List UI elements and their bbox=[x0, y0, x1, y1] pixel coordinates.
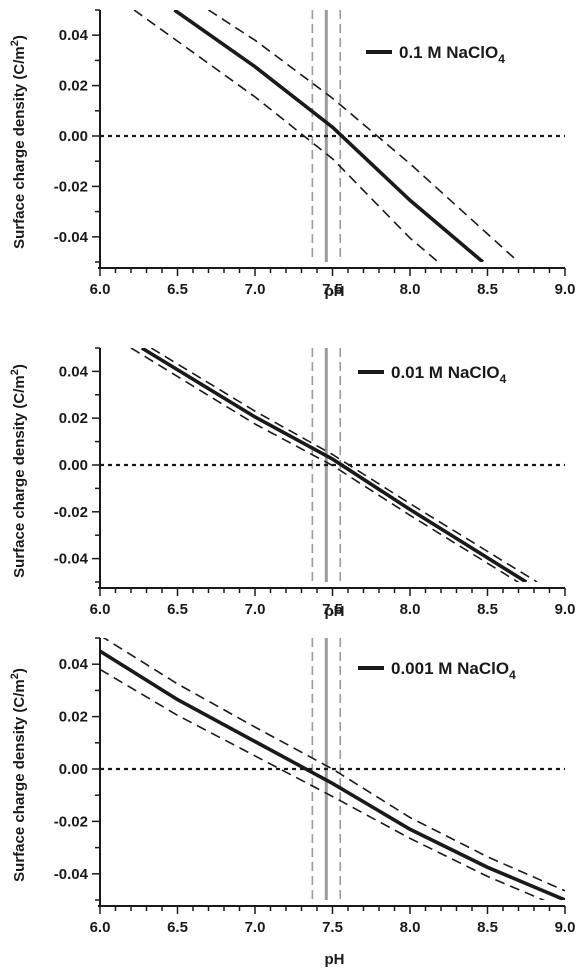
series-confidence-line bbox=[100, 668, 546, 900]
panel-top: 6.0 6.5 7.0 7.5 8.0 8.5 9.0 0.04 0.02 0.00 -0.02 -0… bbox=[9, 9, 576, 300]
y-tick-label: 0.00 bbox=[59, 128, 88, 145]
y-axis-title-close: ) bbox=[11, 668, 28, 673]
series-fit-line bbox=[140, 348, 528, 582]
y-tick-label: 0.02 bbox=[59, 709, 88, 726]
series-confidence-line bbox=[133, 10, 440, 262]
x-tick-label: 6.5 bbox=[167, 601, 188, 618]
legend-label: 0.001 M NaClO4 bbox=[391, 659, 516, 682]
x-tick-label: 6.5 bbox=[167, 281, 188, 298]
x-axis-title: pH bbox=[325, 283, 345, 300]
y-axis-title: Surface charge density (C/m2) bbox=[9, 668, 28, 882]
y-tick-label: -0.04 bbox=[54, 551, 89, 568]
y-tick-label: 0.02 bbox=[59, 78, 88, 95]
y-tick-label: 0.02 bbox=[59, 410, 88, 427]
legend-label: 0.1 M NaClO4 bbox=[399, 43, 505, 66]
series-confidence-line bbox=[150, 348, 538, 582]
y-axis-title-main: Surface charge density (C/m bbox=[11, 679, 28, 882]
y-axis-title-superscript: 2 bbox=[9, 673, 21, 679]
y-tick-label: 0.04 bbox=[59, 27, 89, 44]
x-tick-label: 7.5 bbox=[322, 601, 343, 618]
y-tick-label: 0.00 bbox=[59, 457, 88, 474]
y-axis-title: Surface charge density (C/m2) bbox=[9, 35, 28, 249]
x-tick-label: 7.0 bbox=[245, 281, 266, 298]
y-tick-label: 0.04 bbox=[59, 656, 89, 673]
series-group bbox=[133, 10, 520, 262]
series-fit-line bbox=[173, 10, 485, 262]
x-tick-label: 8.5 bbox=[477, 281, 498, 298]
y-axis-title-superscript: 2 bbox=[9, 40, 21, 46]
legend-label-subscript: 4 bbox=[500, 372, 507, 386]
series-confidence-line bbox=[208, 10, 520, 262]
y-axis-title-main: Surface charge density (C/m bbox=[11, 375, 28, 578]
legend-label: 0.01 M NaClO4 bbox=[391, 363, 507, 386]
x-tick-label: 8.0 bbox=[400, 601, 421, 618]
series-group bbox=[130, 348, 538, 582]
y-tick-label: -0.04 bbox=[54, 866, 89, 883]
x-axis-title: pH bbox=[325, 951, 345, 968]
y-axis-title-close: ) bbox=[11, 35, 28, 40]
x-tick-label: 7.0 bbox=[245, 919, 266, 936]
legend-label-subscript: 4 bbox=[509, 668, 516, 682]
x-tick-label: 8.5 bbox=[477, 601, 498, 618]
legend-label-main: 0.01 M NaClO bbox=[391, 363, 500, 382]
y-axis-title-close: ) bbox=[11, 364, 28, 369]
y-tick-label: -0.02 bbox=[54, 813, 88, 830]
x-tick-label: 7.0 bbox=[245, 601, 266, 618]
x-tick-label: 7.5 bbox=[322, 919, 343, 936]
x-tick-label: 8.0 bbox=[400, 281, 421, 298]
series-confidence-line bbox=[130, 348, 520, 582]
x-tick-label: 9.0 bbox=[555, 919, 576, 936]
x-tick-label: 7.5 bbox=[322, 281, 343, 298]
panel-middle: 6.0 6.5 7.0 7.5 8.0 8.5 9.0 0.04 0.02 0.00 -0.02 -0… bbox=[9, 347, 576, 620]
x-tick-label: 6.0 bbox=[90, 281, 111, 298]
series-group bbox=[100, 638, 565, 900]
panel-bottom: 6.0 6.5 7.0 7.5 8.0 8.5 9.0 0.04 0.02 0.00 -0.02 -0… bbox=[9, 637, 576, 968]
y-axis-title-main: Surface charge density (C/m bbox=[11, 46, 28, 249]
legend-label-subscript: 4 bbox=[498, 52, 505, 66]
y-axis-title: Surface charge density (C/m2) bbox=[9, 364, 28, 578]
x-tick-label: 9.0 bbox=[555, 601, 576, 618]
y-tick-label: -0.02 bbox=[54, 504, 88, 521]
legend-label-main: 0.001 M NaClO bbox=[391, 659, 509, 678]
x-tick-label: 6.0 bbox=[90, 601, 111, 618]
x-tick-label: 6.5 bbox=[167, 919, 188, 936]
x-tick-label: 9.0 bbox=[555, 281, 576, 298]
x-tick-label: 8.0 bbox=[400, 919, 421, 936]
y-tick-label: -0.02 bbox=[54, 178, 88, 195]
y-axis-title-superscript: 2 bbox=[9, 369, 21, 375]
x-axis-title: pH bbox=[325, 603, 345, 620]
y-tick-label: 0.00 bbox=[59, 761, 88, 778]
y-tick-label: 0.04 bbox=[59, 363, 89, 380]
legend-label-main: 0.1 M NaClO bbox=[399, 43, 498, 62]
y-tick-label: -0.04 bbox=[54, 229, 89, 246]
x-tick-label: 6.0 bbox=[90, 919, 111, 936]
x-tick-label: 8.5 bbox=[477, 919, 498, 936]
series-fit-line bbox=[100, 649, 565, 900]
